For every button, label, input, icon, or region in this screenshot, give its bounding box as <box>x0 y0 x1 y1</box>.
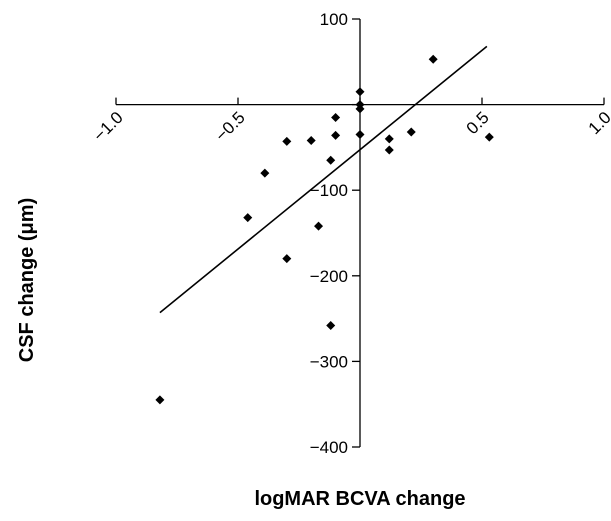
data-point <box>243 213 253 223</box>
data-point <box>355 87 365 97</box>
data-point <box>314 221 324 231</box>
data-point <box>326 155 336 165</box>
x-tick-label: 0.5 <box>463 108 493 138</box>
y-tick-label: 100 <box>320 10 348 29</box>
x-tick-label: −0.5 <box>212 108 249 145</box>
points-layer <box>155 54 494 405</box>
data-point <box>331 112 341 122</box>
x-tick-label: 1.0 <box>585 108 611 138</box>
y-tick-label: −100 <box>310 181 348 200</box>
y-tick-label: −300 <box>310 352 348 371</box>
y-tick-label: −400 <box>310 438 348 457</box>
data-point <box>428 54 438 64</box>
x-tick-label: −1.0 <box>90 108 127 145</box>
y-axis-label: CSF change (μm) <box>16 198 38 362</box>
trend-line <box>159 45 488 314</box>
y-tick-label: −200 <box>310 267 348 286</box>
data-point <box>282 136 292 146</box>
data-point <box>355 130 365 140</box>
data-point <box>384 134 394 144</box>
data-point <box>331 130 341 140</box>
data-point <box>326 320 336 330</box>
axes: −1.0 −0.5 0.5 1.0 −400 −300 −200 −100 100 <box>90 10 611 457</box>
data-point <box>260 168 270 178</box>
data-point <box>406 127 416 137</box>
trend-layer <box>159 45 488 314</box>
data-point <box>306 136 316 146</box>
data-point <box>484 132 494 142</box>
data-point <box>282 254 292 264</box>
data-point <box>155 395 165 405</box>
data-point <box>384 145 394 155</box>
data-point <box>355 104 365 114</box>
x-axis-label: logMAR BCVA change <box>254 488 465 510</box>
